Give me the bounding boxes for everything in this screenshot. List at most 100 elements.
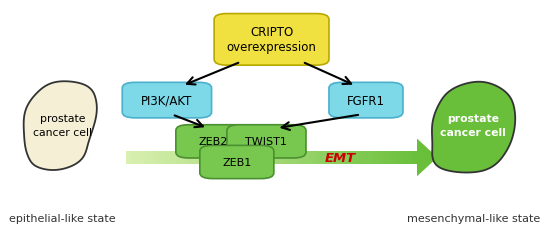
Bar [202,152,206,164]
Bar [319,152,322,164]
Text: prostate: prostate [447,114,499,124]
Bar [330,152,333,164]
Bar [351,152,355,164]
Bar [326,152,330,164]
Bar [173,152,177,164]
Bar [246,152,250,164]
Text: cancer cell: cancer cell [33,128,92,138]
Bar [395,152,399,164]
Bar [130,152,133,164]
Bar [228,152,232,164]
Bar [170,152,173,164]
Text: CRIPTO
overexpression: CRIPTO overexpression [227,26,316,54]
Bar [191,152,195,164]
Bar [304,152,308,164]
Bar [166,152,170,164]
Bar [133,152,137,164]
Bar [272,152,275,164]
Bar [126,152,130,164]
Bar [195,152,199,164]
Bar [232,152,235,164]
Bar [290,152,293,164]
Bar [308,152,311,164]
Bar [355,152,359,164]
Bar [177,152,180,164]
Bar [239,152,243,164]
Text: mesenchymal-like state: mesenchymal-like state [406,213,540,223]
FancyBboxPatch shape [214,15,329,66]
Bar [370,152,373,164]
Bar [322,152,326,164]
Bar [180,152,184,164]
Bar [362,152,366,164]
Bar [159,152,162,164]
Bar [148,152,152,164]
Bar [344,152,348,164]
Bar [283,152,286,164]
Polygon shape [24,82,97,170]
Bar [144,152,148,164]
Bar [414,152,417,164]
Bar [224,152,228,164]
Bar [254,152,257,164]
Bar [373,152,377,164]
FancyBboxPatch shape [122,83,212,118]
Bar [293,152,297,164]
Bar [243,152,246,164]
FancyBboxPatch shape [200,146,274,179]
Text: ZEB2: ZEB2 [198,137,228,147]
Bar [141,152,144,164]
Bar [264,152,268,164]
Text: TWIST1: TWIST1 [245,137,287,147]
Bar [221,152,224,164]
Bar [261,152,264,164]
Bar [257,152,261,164]
Text: FGFR1: FGFR1 [347,94,385,107]
Bar [235,152,239,164]
Bar [286,152,290,164]
Text: EMT: EMT [325,151,356,164]
Bar [250,152,254,164]
Bar [359,152,362,164]
Bar [301,152,304,164]
Bar [268,152,272,164]
Bar [213,152,217,164]
Bar [399,152,403,164]
Bar [333,152,337,164]
Bar [337,152,340,164]
Bar [388,152,392,164]
Bar [297,152,301,164]
Bar [199,152,202,164]
Bar [406,152,410,164]
Bar [348,152,351,164]
Bar [275,152,279,164]
Bar [184,152,188,164]
Bar [279,152,283,164]
Bar [410,152,414,164]
Bar [403,152,406,164]
Text: prostate: prostate [40,114,85,124]
Text: ZEB1: ZEB1 [222,157,251,167]
FancyBboxPatch shape [329,83,403,118]
Bar [366,152,370,164]
Bar [217,152,221,164]
Bar [210,152,213,164]
Polygon shape [432,82,515,173]
Bar [206,152,210,164]
Text: epithelial-like state: epithelial-like state [9,213,116,223]
Bar [188,152,191,164]
Bar [384,152,388,164]
Bar [311,152,315,164]
Text: PI3K/AKT: PI3K/AKT [141,94,192,107]
Bar [137,152,141,164]
FancyBboxPatch shape [227,125,306,158]
Bar [392,152,395,164]
Polygon shape [417,139,437,176]
Text: cancer cell: cancer cell [440,128,506,138]
Bar [340,152,344,164]
FancyBboxPatch shape [176,125,250,158]
Bar [381,152,384,164]
Bar [315,152,319,164]
Bar [152,152,155,164]
Bar [155,152,159,164]
